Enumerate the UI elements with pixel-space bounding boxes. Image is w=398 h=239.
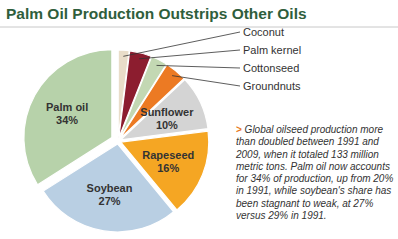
leader-line xyxy=(157,65,240,68)
leader-line xyxy=(123,32,240,56)
slice-name: Palm kernel xyxy=(243,44,301,56)
leader-line xyxy=(139,50,240,59)
slice-name: Cottonseed xyxy=(243,62,299,74)
title-rule xyxy=(0,27,398,28)
slice-name: Soybean xyxy=(87,182,133,194)
annotation: > Global oilseed production more than do… xyxy=(236,124,394,222)
title: Palm Oil Production Outstrips Other Oils xyxy=(6,5,307,22)
slice xyxy=(121,79,208,139)
annotation-marker: > xyxy=(236,124,242,135)
annotation-text: Global oilseed production more than doub… xyxy=(236,124,393,221)
data-label: 10% xyxy=(156,119,178,131)
data-label: 16% xyxy=(157,162,179,174)
slice xyxy=(24,50,112,185)
slice-name: Sunflower xyxy=(140,106,194,118)
leader-line xyxy=(172,76,240,86)
data-label: 27% xyxy=(99,195,121,207)
slice-name: Coconut xyxy=(243,26,284,38)
slice-name: Groundnuts xyxy=(243,80,301,92)
slice-name: Palm oil xyxy=(46,101,88,113)
slice-name: Rapeseed xyxy=(142,149,194,161)
data-label: 34% xyxy=(56,114,78,126)
